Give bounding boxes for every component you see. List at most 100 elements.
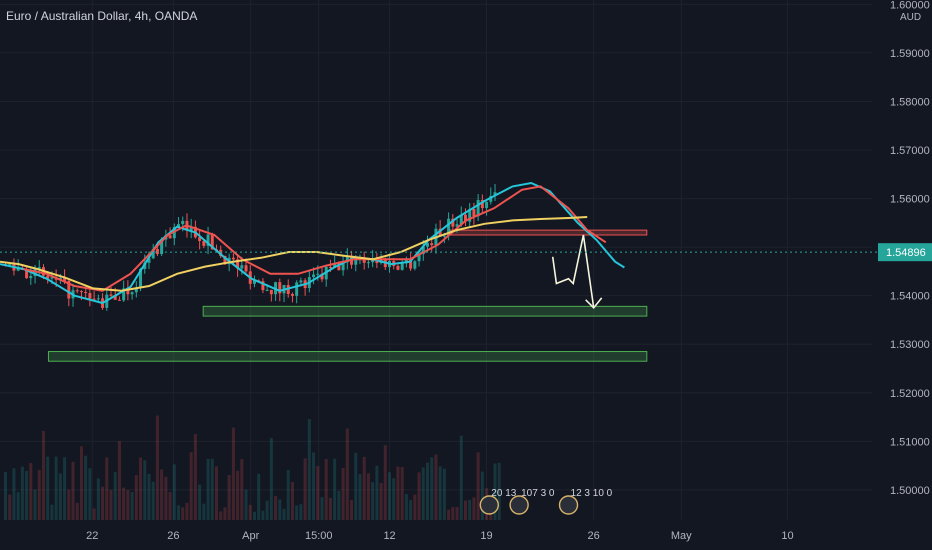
volume-bar	[96, 478, 100, 520]
volume-bar	[396, 466, 400, 520]
volume-bar	[109, 490, 113, 520]
volume-bar	[155, 415, 159, 520]
volume-bar	[345, 428, 349, 520]
price-tick-label: 1.58000	[890, 96, 930, 108]
volume-bar	[54, 456, 58, 520]
candle-body	[489, 195, 493, 202]
candle-body	[37, 267, 41, 269]
volume-bar	[101, 486, 105, 520]
event-markers[interactable]: 20 13 107 3 0 12 3 10 0	[479, 488, 613, 515]
volume-bar	[50, 504, 54, 520]
time-tick-label: 26	[167, 530, 179, 542]
volume-bar	[172, 464, 176, 520]
volume-bar	[265, 500, 269, 520]
time-tick-label: Apr	[242, 530, 259, 542]
volume-bar	[219, 511, 223, 520]
volume-bar	[316, 466, 320, 520]
volume-bar	[227, 474, 231, 520]
price-tick-label: 1.56000	[890, 194, 930, 206]
candle-body	[493, 192, 497, 196]
candle-body	[96, 298, 100, 300]
volume-bar	[324, 459, 328, 520]
candle-body	[84, 292, 88, 294]
candle-body	[278, 282, 282, 294]
volume-bar	[341, 467, 345, 520]
zones[interactable]	[47, 229, 648, 362]
candle-body	[430, 243, 434, 246]
volume-bar	[468, 499, 472, 520]
candle-body	[451, 218, 455, 227]
price-axis[interactable]: 1.600001.590001.580001.570001.560001.550…	[0, 0, 932, 497]
candle-body	[447, 218, 451, 236]
event-flag-icon	[558, 495, 579, 515]
volume-bar	[79, 446, 83, 520]
candle-body	[181, 220, 185, 225]
candle-body	[463, 214, 467, 222]
volume-bar	[375, 465, 379, 520]
event-flag-icon	[509, 495, 529, 515]
moving-average-3	[0, 216, 588, 292]
projection-line	[551, 234, 595, 308]
volume-bar	[193, 434, 197, 520]
volume-bar	[426, 462, 429, 520]
volume-bar	[261, 510, 265, 520]
candle-body	[177, 224, 181, 228]
volume-bar	[181, 507, 185, 520]
volume-bar	[16, 492, 20, 520]
volume-bar	[350, 500, 354, 520]
volume-bar	[409, 499, 413, 520]
volume-bar	[366, 473, 370, 520]
volume-bar	[33, 489, 37, 520]
volume-bar	[134, 475, 138, 520]
event-marker[interactable]: 20 13	[479, 488, 517, 515]
candle-body	[198, 237, 202, 242]
volume-bars	[4, 415, 501, 520]
support-zone[interactable]	[202, 305, 648, 317]
volume-bar	[147, 473, 151, 520]
event-label: 12 3 10 0	[571, 488, 613, 499]
candle-body	[92, 298, 96, 300]
volume-bar	[206, 458, 210, 520]
candle-body	[269, 289, 273, 295]
volume-bar	[274, 496, 278, 520]
event-marker[interactable]: 12 3 10 0	[558, 488, 613, 515]
price-tick-label: 1.50000	[890, 485, 930, 497]
resistance-zone[interactable]	[449, 229, 648, 236]
candle-body	[295, 282, 299, 296]
candle-body	[261, 281, 265, 291]
candle-body	[109, 294, 113, 296]
projection-arrowhead	[585, 297, 603, 310]
volume-bar	[480, 471, 484, 520]
event-marker[interactable]: 107 3 0	[509, 488, 555, 515]
candle-body	[189, 226, 193, 231]
candle-body	[202, 241, 206, 246]
projection-path[interactable]	[551, 234, 603, 310]
volume-bar	[333, 458, 337, 520]
volume-bar	[383, 445, 387, 520]
time-axis[interactable]: 22 26 Apr 15:00 12 19 26 May 10	[86, 530, 794, 542]
candle-body	[210, 234, 214, 250]
volume-bar	[236, 470, 240, 520]
candle-body	[265, 289, 269, 291]
event-flag-icon	[479, 495, 499, 515]
support-zone[interactable]	[47, 351, 648, 362]
price-tick-label: 1.59000	[890, 48, 930, 60]
candle-body	[244, 265, 248, 272]
candle-body	[231, 257, 235, 260]
candle-body	[151, 249, 155, 259]
volume-bar	[497, 462, 501, 520]
volume-bar	[371, 482, 375, 520]
volume-bar	[286, 469, 290, 520]
volume-bar	[12, 468, 16, 520]
volume-bar	[139, 457, 143, 520]
volume-bar	[25, 470, 29, 520]
candle-body	[147, 258, 151, 263]
symbol-title[interactable]: Euro / Australian Dollar, 4h, OANDA	[6, 9, 198, 23]
candle-body	[88, 293, 92, 299]
candle-body	[160, 239, 164, 255]
volume-bar	[215, 466, 218, 520]
volume-bar	[240, 459, 244, 520]
price-tick-label: 1.60000	[890, 0, 930, 11]
